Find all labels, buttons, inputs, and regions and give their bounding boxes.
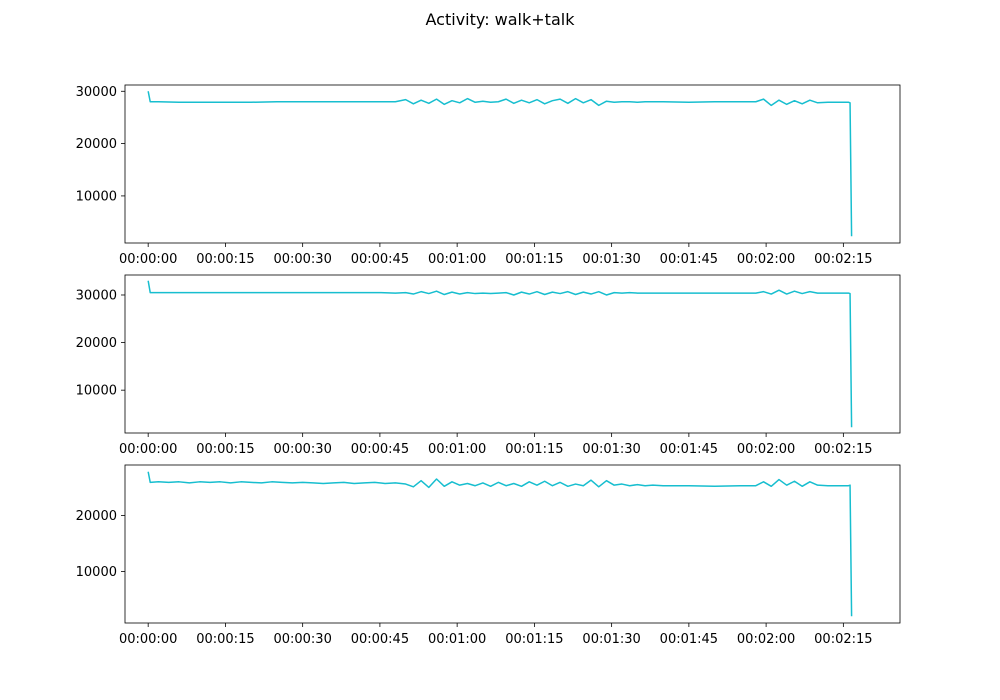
x-tick-label: 00:00:45 <box>351 632 409 647</box>
x-tick-label: 00:01:30 <box>582 442 640 457</box>
x-tick-label: 00:00:15 <box>196 632 254 647</box>
x-tick-label: 00:02:00 <box>737 632 795 647</box>
x-tick-label: 00:02:15 <box>814 442 872 457</box>
x-tick-label: 00:00:45 <box>351 252 409 267</box>
x-tick-label: 00:02:15 <box>814 632 872 647</box>
y-tick-label: 10000 <box>76 189 117 204</box>
plot-frame-1 <box>124 84 901 244</box>
plot-frame-3 <box>124 464 901 624</box>
x-tick-label: 00:00:30 <box>273 632 331 647</box>
x-tick-label: 00:01:30 <box>582 252 640 267</box>
x-tick-label: 00:02:00 <box>737 252 795 267</box>
x-tick-label: 00:01:15 <box>505 252 563 267</box>
subplot-2: 10000 20000 30000 00:00:00 00:00:15 00:00:30 0… <box>76 274 901 457</box>
x-tick-label: 00:00:00 <box>119 252 177 267</box>
y-tick-label: 10000 <box>76 384 117 399</box>
x-tick-label: 00:00:00 <box>119 442 177 457</box>
subplot-3: 10000 20000 00:00:00 00:00:15 00:00:30 00:00:… <box>76 464 901 647</box>
y-tick-label: 10000 <box>76 565 117 580</box>
x-tick-label: 00:01:15 <box>505 442 563 457</box>
x-tick-label: 00:01:00 <box>428 632 486 647</box>
x-tick-label: 00:00:15 <box>196 442 254 457</box>
x-tick-label: 00:00:30 <box>273 252 331 267</box>
y-tick-label: 30000 <box>76 288 117 303</box>
x-tick-label: 00:02:00 <box>737 442 795 457</box>
x-tick-label: 00:01:15 <box>505 632 563 647</box>
x-tick-label: 00:01:45 <box>660 632 718 647</box>
x-tick-label: 00:01:00 <box>428 252 486 267</box>
subplot-1: 10000 20000 30000 00:00:00 00:00:15 00:00:30 0… <box>76 84 901 267</box>
x-tick-label: 00:00:00 <box>119 632 177 647</box>
x-tick-label: 00:01:00 <box>428 442 486 457</box>
x-tick-label: 00:01:30 <box>582 632 640 647</box>
y-tick-label: 30000 <box>76 85 117 100</box>
x-tick-label: 00:00:45 <box>351 442 409 457</box>
y-tick-label: 20000 <box>76 336 117 351</box>
y-tick-label: 20000 <box>76 137 117 152</box>
x-tick-label: 00:02:15 <box>814 252 872 267</box>
x-tick-label: 00:00:15 <box>196 252 254 267</box>
x-tick-label: 00:01:45 <box>660 442 718 457</box>
series-line-3-1 <box>147 471 853 617</box>
figure-title: Activity: walk+talk <box>425 10 575 29</box>
plot-frame-2 <box>124 274 901 434</box>
series-line-1-1 <box>147 91 853 237</box>
y-tick-label: 20000 <box>76 509 117 524</box>
series-line-2-1 <box>147 280 853 428</box>
x-tick-label: 00:01:45 <box>660 252 718 267</box>
x-tick-label: 00:00:30 <box>273 442 331 457</box>
